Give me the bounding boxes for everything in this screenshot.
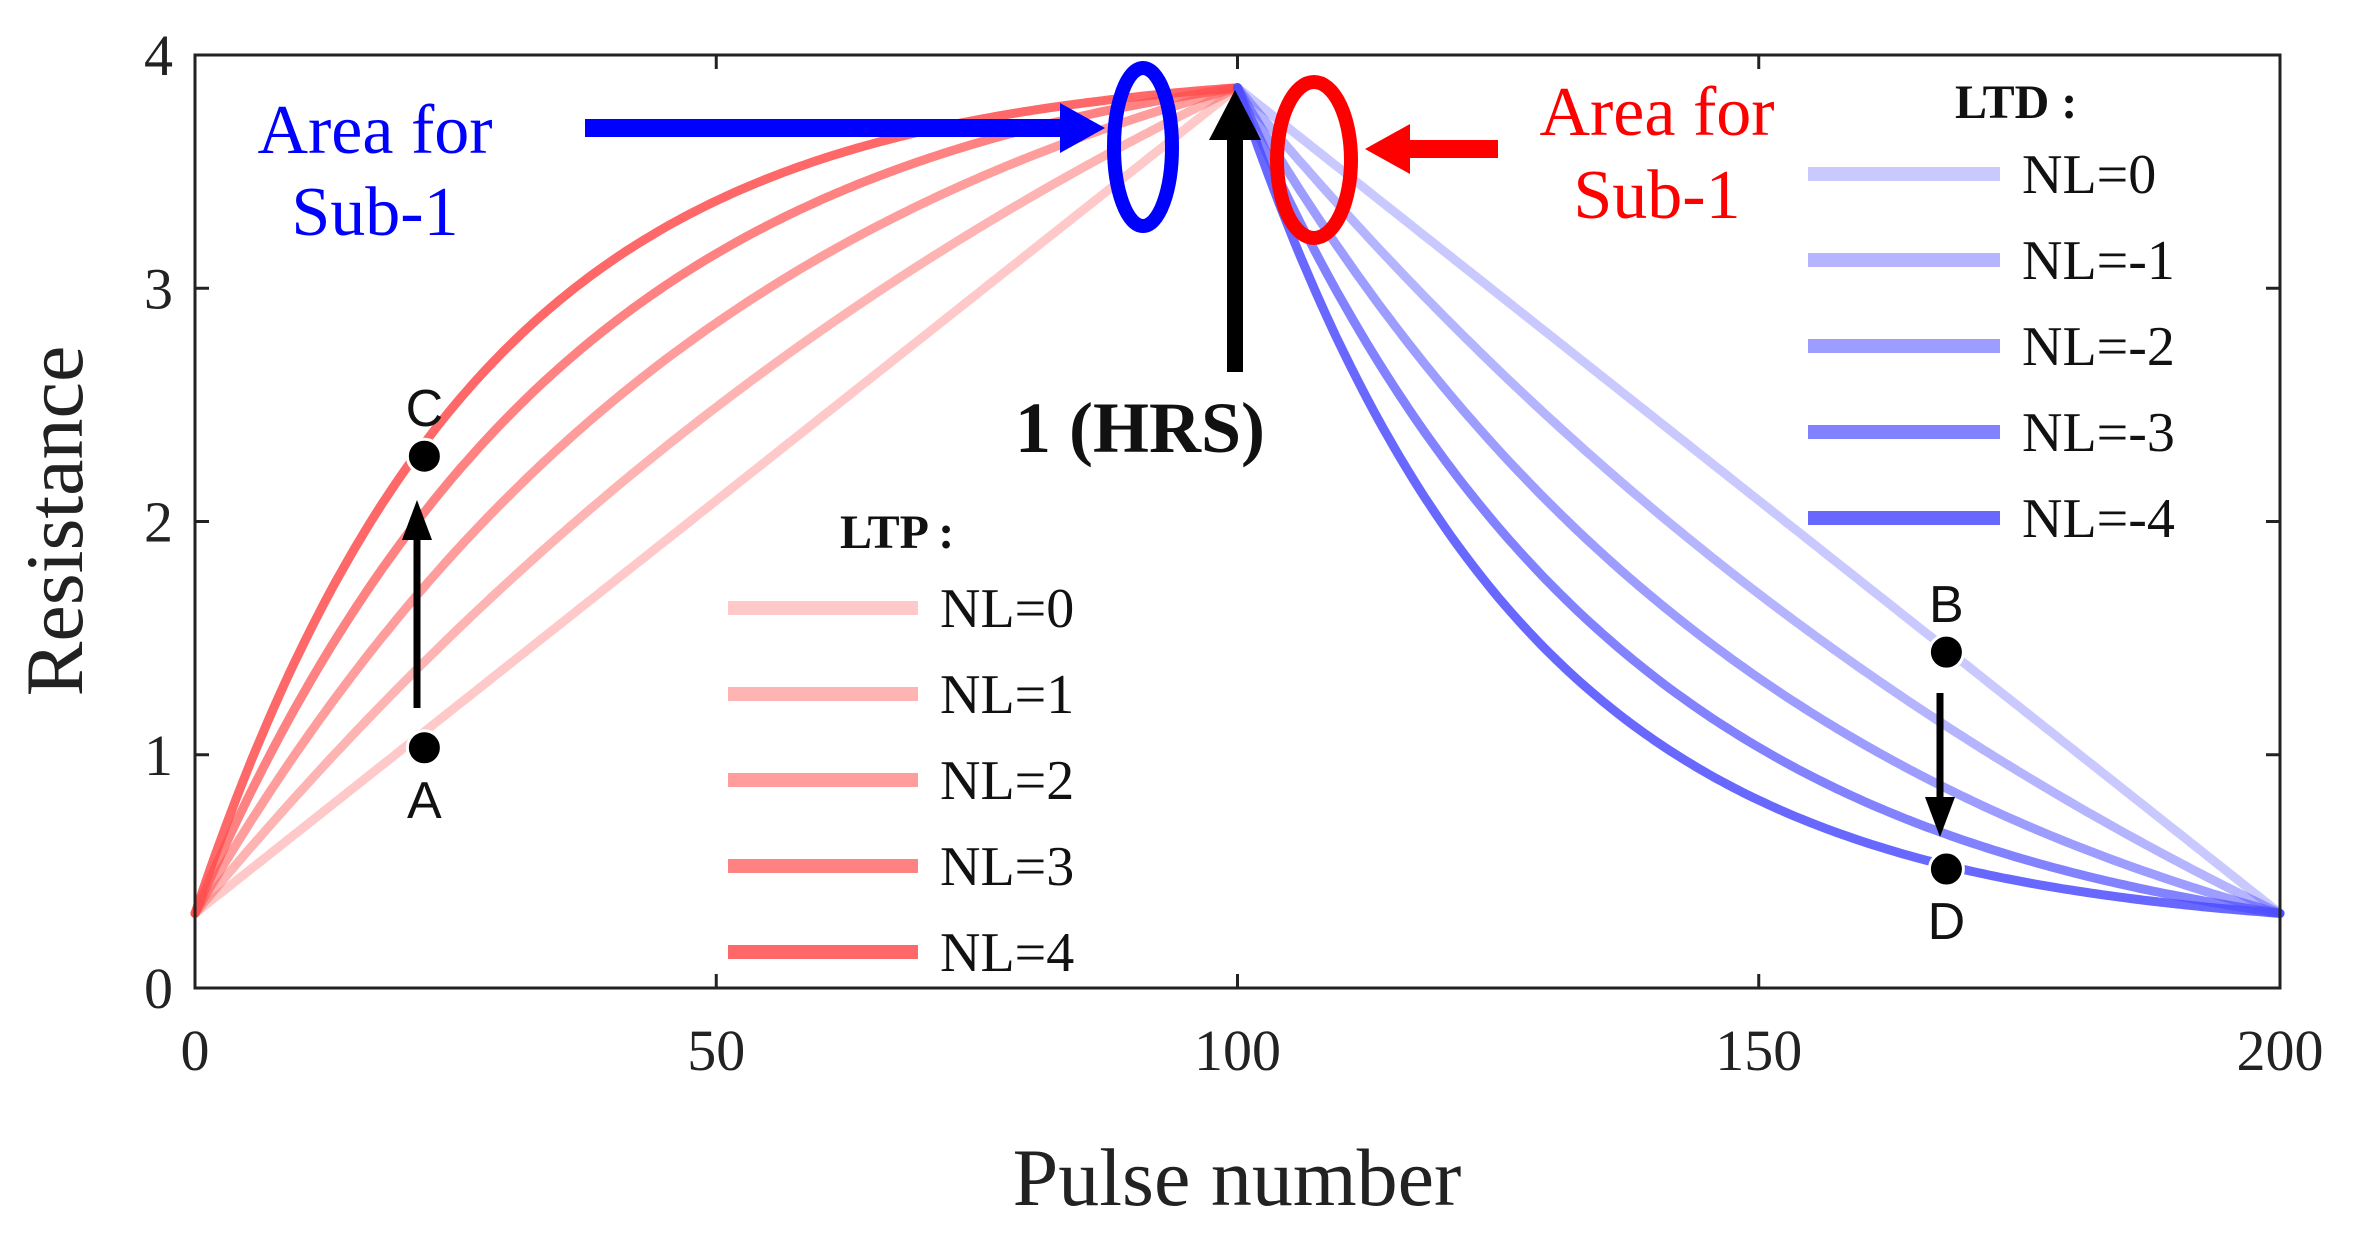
point-d	[1927, 850, 1965, 888]
legend-label: NL=1	[940, 664, 1074, 726]
legend-label: NL=-4	[2022, 488, 2175, 550]
y-tick-label: 4	[144, 23, 173, 88]
ltd-curve-nl-2	[1233, 83, 2285, 918]
red-area-label-line2: Sub-1	[1573, 157, 1740, 234]
legend-label: NL=4	[940, 922, 1074, 984]
point-label-d: D	[1928, 893, 1966, 951]
x-tick-label: 150	[1715, 1018, 1802, 1083]
legend-label: NL=0	[2022, 144, 2156, 206]
ltp-curve-nl0	[190, 83, 1242, 918]
red-area-label: Area for Sub-1	[1539, 74, 1774, 234]
b-to-d-arrowhead	[1925, 797, 1955, 837]
red-area-arrowhead	[1365, 124, 1410, 174]
ltd-legend: LTD : NL=0 NL=-1 NL=-2 NL=-3 NL=-4	[1808, 76, 2175, 550]
axis-ticks: 0 50 100 150 200 0 1 2 3 4	[144, 23, 2324, 1083]
x-tick-label: 50	[687, 1018, 745, 1083]
legend-label: NL=-3	[2022, 402, 2175, 464]
legend-title: LTP :	[840, 506, 954, 559]
ltd-curve-nl-4	[1233, 83, 2285, 918]
y-axis-title: Resistance	[9, 346, 100, 697]
ltp-legend: LTP : NL=0 NL=1 NL=2 NL=3 NL=4	[728, 506, 1074, 984]
legend-label: NL=-2	[2022, 316, 2175, 378]
point-label-b: B	[1929, 576, 1964, 634]
y-tick-label: 3	[144, 256, 173, 321]
blue-area-ellipse	[1107, 61, 1179, 233]
point-c	[405, 437, 443, 475]
ltd-curve-nl-3	[1233, 83, 2285, 918]
ltd-curve-nl-1	[1233, 83, 2285, 918]
blue-area-label-line2: Sub-1	[291, 174, 458, 251]
point-b	[1927, 633, 1965, 671]
red-area-ellipse	[1270, 75, 1358, 245]
x-axis-title: Pulse number	[1013, 1132, 1462, 1223]
legend-label: NL=3	[940, 836, 1074, 898]
legend-label: NL=-1	[2022, 230, 2175, 292]
x-tick-label: 0	[181, 1018, 210, 1083]
y-tick-label: 2	[144, 490, 173, 555]
hrs-label: 1 (HRS)	[1015, 388, 1265, 468]
marked-points: A C B D	[406, 380, 1966, 951]
legend-title: LTD :	[1955, 76, 2077, 129]
point-label-a: A	[407, 772, 442, 830]
blue-area-label-line1: Area for	[257, 92, 492, 169]
point-label-c: C	[406, 380, 444, 438]
x-tick-label: 200	[2237, 1018, 2324, 1083]
hrs-arrowhead	[1209, 90, 1261, 140]
curves-layer	[190, 83, 2285, 918]
red-area-label-line1: Area for	[1539, 74, 1774, 151]
legend-label: NL=0	[940, 578, 1074, 640]
a-to-c-arrowhead	[402, 500, 432, 540]
ltd-curve-nl0	[1233, 83, 2285, 918]
blue-area-label: Area for Sub-1	[257, 92, 492, 251]
legend-label: NL=2	[940, 750, 1074, 812]
point-a	[405, 729, 443, 767]
y-tick-label: 1	[144, 723, 173, 788]
blue-area-arrowhead	[1060, 103, 1105, 153]
y-tick-label: 0	[144, 956, 173, 1021]
ltp-curve-nl1	[190, 83, 1242, 918]
x-tick-label: 100	[1194, 1018, 1281, 1083]
